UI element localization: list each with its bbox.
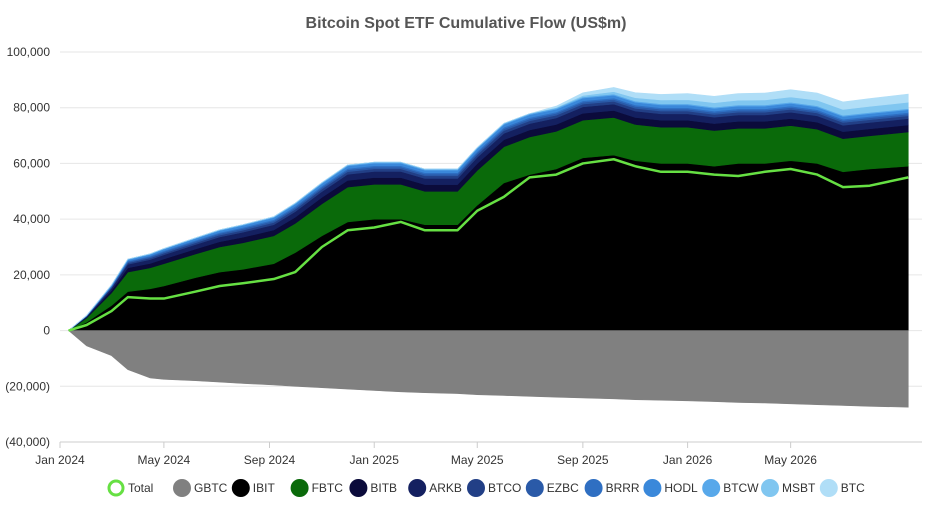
- x-tick-label: May 2026: [764, 453, 817, 467]
- legend-item-ezbc[interactable]: EZBC: [525, 479, 579, 497]
- x-tick-label: May 2025: [451, 453, 504, 467]
- legend-marker-btco: [467, 479, 485, 497]
- total-line: [68, 158, 909, 332]
- legend-item-msbt[interactable]: MSBT: [761, 479, 816, 497]
- legend-marker-msbt: [761, 479, 779, 497]
- legend-marker-ibit: [231, 479, 250, 497]
- legend-label-bitb: BITB: [370, 481, 397, 495]
- chart-title: Bitcoin Spot ETF Cumulative Flow (US$m): [306, 15, 627, 32]
- legend-marker-fbtc: [290, 479, 309, 497]
- legend-item-btc[interactable]: BTC: [819, 479, 865, 497]
- legend-label-btcw: BTCW: [723, 481, 759, 495]
- y-tick-label: 20,000: [13, 268, 50, 282]
- legend-label-fbtc: FBTC: [312, 481, 344, 495]
- y-axis: (40,000) (20,000) 0 20,000 40,000 60,000 80,00…: [5, 45, 50, 449]
- x-tick-label: Jan 2026: [663, 453, 713, 467]
- area-series-layer: [67, 87, 909, 408]
- x-tick-label: Jan 2024: [35, 453, 85, 467]
- legend-marker-gbtc: [173, 479, 191, 497]
- legend-label-btc: BTC: [841, 481, 865, 495]
- legend-item-hodl[interactable]: HODL: [643, 479, 698, 497]
- y-tick-label: (20,000): [5, 379, 50, 393]
- legend-item-ibit[interactable]: IBIT: [231, 479, 276, 497]
- legend-label-brrr: BRRR: [606, 481, 640, 495]
- x-tick-label: Sep 2024: [244, 453, 296, 467]
- legend-marker-total: [107, 479, 125, 497]
- y-tick-label: 100,000: [7, 45, 51, 59]
- legend-label-ezbc: EZBC: [547, 481, 579, 495]
- legend-label-msbt: MSBT: [782, 481, 816, 495]
- y-tick-label: 80,000: [13, 101, 50, 115]
- legend-item-bitb[interactable]: BITB: [349, 479, 397, 497]
- x-tick-label: Jan 2025: [350, 453, 400, 467]
- legend-marker-btcw: [702, 479, 721, 497]
- legend-marker-btc: [819, 479, 838, 497]
- legend-marker-brrr: [584, 479, 603, 497]
- total-line-layer: [68, 158, 909, 332]
- legend-marker-ezbc: [525, 479, 544, 497]
- x-tick-label: Sep 2025: [557, 453, 609, 467]
- legend-label-ibit: IBIT: [253, 481, 276, 495]
- legend-item-btco[interactable]: BTCO: [467, 479, 521, 497]
- legend: Total GBTC IBIT FBTC BITB ARKB BTCO EZBC BRRR HOD…: [107, 479, 865, 497]
- area-btc: [68, 87, 909, 331]
- y-tick-label: 60,000: [13, 156, 50, 170]
- y-tick-label: 0: [43, 324, 50, 338]
- legend-item-arkb[interactable]: ARKB: [408, 479, 462, 497]
- legend-label-arkb: ARKB: [429, 481, 462, 495]
- y-tick-label: 40,000: [13, 212, 50, 226]
- area-gbtc: [67, 330, 909, 408]
- x-tick-label: May 2024: [138, 453, 191, 467]
- legend-item-gbtc[interactable]: GBTC: [173, 479, 228, 497]
- y-tick-label: (40,000): [5, 435, 50, 449]
- legend-item-fbtc[interactable]: FBTC: [290, 479, 344, 497]
- legend-label-total: Total: [128, 481, 153, 495]
- legend-label-hodl: HODL: [664, 481, 698, 495]
- legend-marker-arkb: [408, 479, 427, 497]
- legend-item-total[interactable]: Total: [107, 479, 153, 497]
- legend-marker-hodl: [643, 479, 662, 497]
- x-axis: Jan 2024 May 2024 Sep 2024 Jan 2025 May 2025…: [35, 441, 922, 467]
- legend-label-gbtc: GBTC: [194, 481, 228, 495]
- legend-item-btcw[interactable]: BTCW: [702, 479, 759, 497]
- legend-marker-bitb: [349, 479, 368, 497]
- legend-item-brrr[interactable]: BRRR: [584, 479, 640, 497]
- legend-label-btco: BTCO: [488, 481, 521, 495]
